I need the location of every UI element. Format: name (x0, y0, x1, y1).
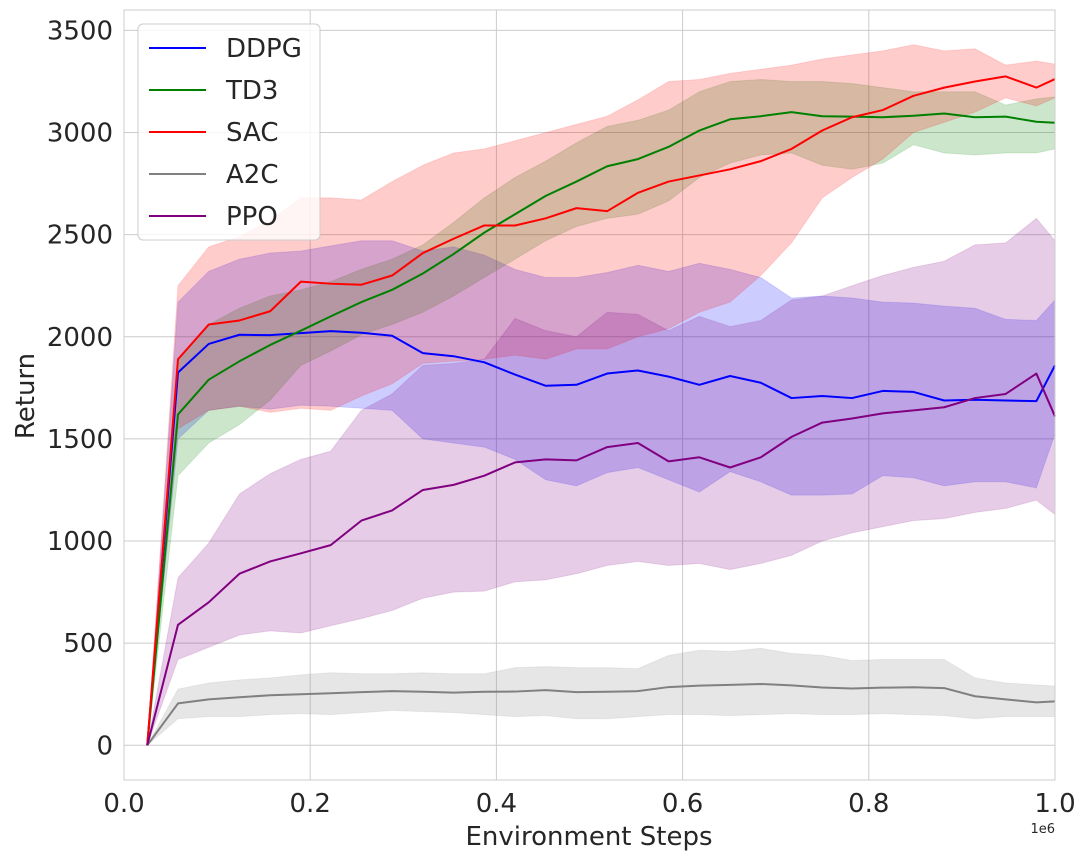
x-tick-label: 0.8 (848, 789, 889, 819)
sac-line (146, 75, 1056, 746)
x-tick-label: 0.2 (290, 789, 331, 819)
y-tick-label: 1000 (47, 527, 113, 557)
y-tick-label: 3000 (47, 119, 113, 149)
series-lines (146, 75, 1056, 746)
x-tick-labels: 0.0 0.2 0.4 0.6 0.8 1.0 (103, 789, 1075, 819)
x-offset-label: 1e6 (1030, 822, 1055, 837)
legend-box (137, 23, 321, 241)
legend-label-a2c: A2C (226, 160, 278, 190)
x-tick-label: 0.0 (103, 789, 144, 819)
y-tick-label: 3500 (47, 16, 113, 46)
y-tick-label: 500 (63, 629, 113, 659)
plot-frame (123, 9, 1056, 781)
legend-label-ppo: PPO (226, 202, 278, 232)
a2c-line (146, 683, 1056, 746)
legend-label-sac: SAC (226, 118, 278, 148)
y-tick-label: 2500 (47, 221, 113, 251)
ppo-line (146, 372, 1056, 746)
x-tick-label: 1.0 (1034, 789, 1075, 819)
legend-label-td3: TD3 (225, 76, 278, 106)
legend: DDPG TD3 SAC A2C PPO (137, 23, 321, 241)
grid-lines (123, 10, 1056, 780)
x-axis-label: Environment Steps (465, 822, 712, 852)
y-tick-label: 1500 (47, 425, 113, 455)
legend-label-ddpg: DDPG (226, 34, 302, 64)
td3-line (146, 111, 1056, 746)
y-tick-label: 0 (96, 731, 113, 761)
ddpg-line (146, 330, 1056, 746)
y-tick-label: 2000 (47, 323, 113, 353)
x-tick-label: 0.6 (662, 789, 703, 819)
y-axis-label: Return (11, 353, 41, 439)
y-tick-labels: 0 500 1000 1500 2000 2500 3000 3500 (47, 16, 113, 761)
x-tick-label: 0.4 (476, 789, 517, 819)
